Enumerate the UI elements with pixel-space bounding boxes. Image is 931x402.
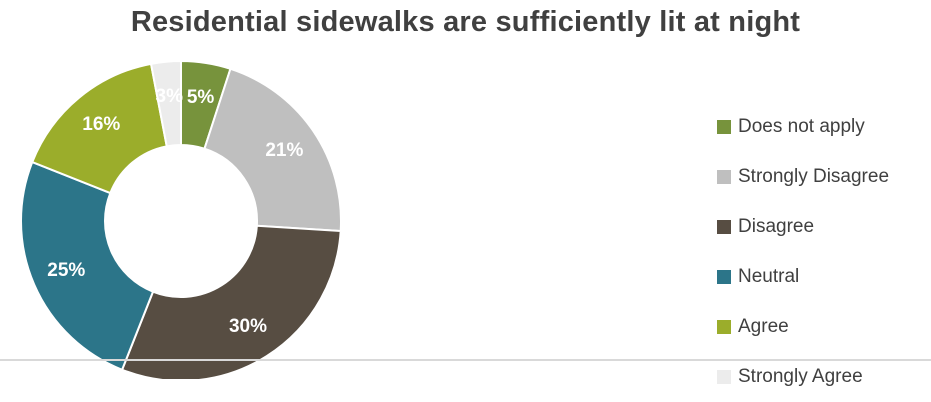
- legend-item-agree: Agree: [717, 302, 889, 352]
- legend-item-neutral: Neutral: [717, 252, 889, 302]
- legend-label: Agree: [738, 316, 789, 337]
- legend-label: Does not apply: [738, 116, 865, 137]
- legend-label: Disagree: [738, 216, 815, 237]
- legend-swatch: [717, 370, 731, 384]
- slice-disagree: [120, 224, 342, 379]
- donut-chart: 5% 21% 30% 25% 16% 3%: [20, 59, 342, 379]
- baseline-divider: [0, 359, 931, 361]
- legend-item-does-not-apply: Does not apply: [717, 102, 889, 152]
- data-label-strongly-disagree: 21%: [265, 140, 303, 161]
- data-label-agree: 16%: [82, 114, 120, 135]
- legend-swatch: [717, 220, 731, 234]
- chart-title: Residential sidewalks are sufficiently l…: [130, 6, 801, 38]
- legend: Does not apply Strongly Disagree Disagree N…: [717, 102, 889, 402]
- data-label-disagree: 30%: [229, 316, 267, 337]
- slice-neutral: [20, 160, 155, 372]
- slice-agree: [30, 62, 168, 195]
- data-label-does-not-apply: 5%: [187, 87, 215, 108]
- legend-swatch: [717, 170, 731, 184]
- legend-label: Neutral: [738, 266, 800, 287]
- legend-item-disagree: Disagree: [717, 202, 889, 252]
- slice-labels: 5% 21% 30% 25% 16% 3%: [47, 86, 303, 337]
- donut-slices: [20, 59, 342, 379]
- legend-label: Strongly Agree: [738, 366, 863, 387]
- data-label-neutral: 25%: [47, 260, 85, 281]
- slice-strongly-agree: [149, 59, 182, 148]
- legend-label: Strongly Disagree: [738, 166, 890, 187]
- slice-strongly-disagree: [203, 67, 342, 233]
- legend-swatch: [717, 270, 731, 284]
- legend-swatch: [717, 120, 731, 134]
- data-label-strongly-agree: 3%: [156, 86, 184, 107]
- legend-swatch: [717, 320, 731, 334]
- legend-item-strongly-disagree: Strongly Disagree: [717, 152, 889, 202]
